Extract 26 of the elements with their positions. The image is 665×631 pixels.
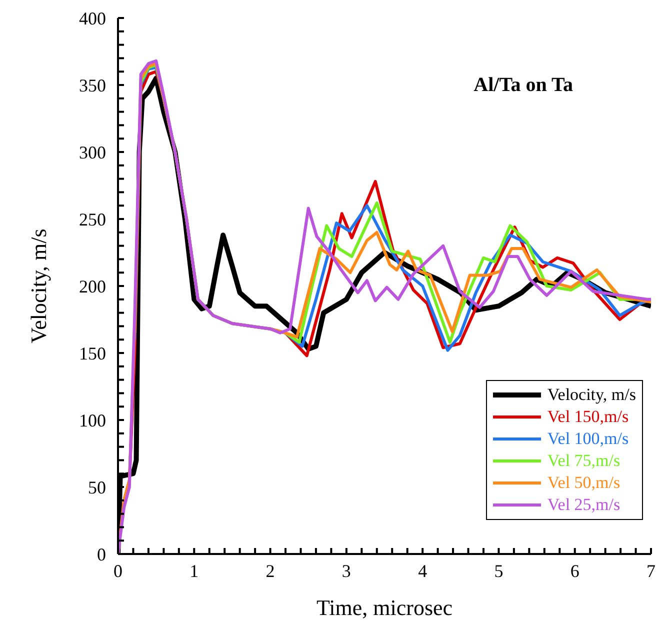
x-tick-label: 6	[570, 560, 580, 581]
x-tick-label: 3	[342, 560, 351, 581]
text: Al/Ta on Ta	[474, 74, 573, 97]
x-axis-title: Time, microsec	[316, 595, 453, 620]
legend-label: Vel 25,m/s	[547, 495, 620, 515]
y-tick-label: 200	[79, 276, 106, 296]
y-tick-label: 50	[88, 477, 106, 498]
x-tick-label: 7	[646, 560, 656, 581]
legend-label: Vel 50,m/s	[547, 473, 620, 493]
x-tick-label: 5	[494, 560, 504, 581]
y-tick-label: 250	[79, 209, 106, 230]
legend-label: Vel 75,m/s	[547, 451, 620, 471]
x-tick-label: 0	[114, 560, 122, 581]
y-tick-label: 100	[79, 410, 106, 430]
y-tick-label: 300	[79, 142, 106, 162]
x-tick-label: 2	[266, 560, 275, 581]
legend-label: Vel 150,m/s	[547, 407, 629, 427]
y-tick-label: 400	[79, 8, 106, 28]
legend-label: Vel 100,m/s	[547, 429, 629, 449]
legend-label: Velocity, m/s	[547, 385, 636, 405]
y-tick-label: 350	[79, 75, 106, 96]
y-tick-label: 0	[97, 544, 106, 564]
x-tick-label: 4	[418, 560, 428, 581]
y-axis-title: Velocity, m/s	[26, 228, 51, 344]
y-tick-label: 150	[79, 343, 106, 364]
x-tick-label: 1	[190, 560, 199, 581]
